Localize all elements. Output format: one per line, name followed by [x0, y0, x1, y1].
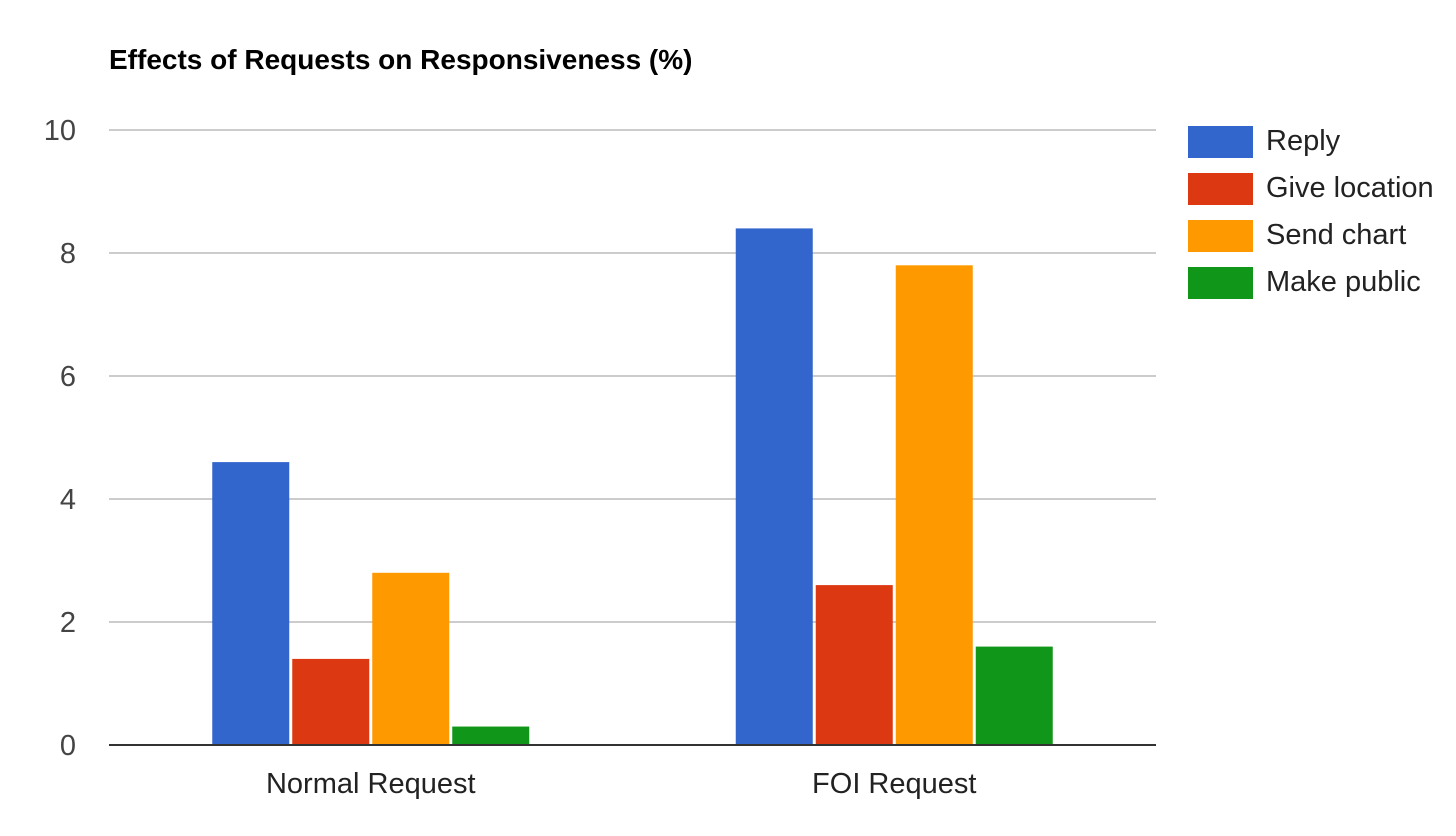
- legend-item: Send chart: [1188, 219, 1448, 257]
- chart-title: Effects of Requests on Responsiveness (%…: [109, 44, 693, 75]
- y-tick-label: 6: [60, 361, 76, 393]
- bar-give-location: [292, 658, 370, 745]
- bar-make-public: [452, 726, 530, 745]
- bar-reply: [735, 228, 813, 745]
- legend-swatch: [1188, 220, 1253, 252]
- legend-swatch: [1188, 173, 1253, 205]
- bar-send-chart: [372, 572, 450, 745]
- y-tick-label: 0: [60, 730, 76, 762]
- x-category-label: FOI Request: [812, 768, 976, 800]
- legend: Reply Give location Send chart Make public: [1188, 125, 1448, 314]
- y-tick-label: 8: [60, 238, 76, 270]
- legend-label: Make public: [1266, 266, 1421, 298]
- y-tick-label: 4: [60, 484, 76, 516]
- legend-swatch: [1188, 267, 1253, 299]
- legend-label: Give location: [1266, 172, 1434, 204]
- legend-label: Send chart: [1266, 219, 1407, 251]
- legend-swatch: [1188, 126, 1253, 158]
- bar-give-location: [815, 585, 893, 745]
- bar-make-public: [975, 646, 1053, 745]
- y-tick-label: 10: [44, 115, 76, 147]
- bar-send-chart: [895, 265, 973, 745]
- legend-item: Make public: [1188, 266, 1448, 304]
- legend-label: Reply: [1266, 125, 1341, 157]
- legend-item: Reply: [1188, 125, 1448, 163]
- legend-item: Give location: [1188, 172, 1448, 210]
- bar-reply: [212, 462, 290, 745]
- y-tick-label: 2: [60, 607, 76, 639]
- x-category-label: Normal Request: [266, 768, 476, 800]
